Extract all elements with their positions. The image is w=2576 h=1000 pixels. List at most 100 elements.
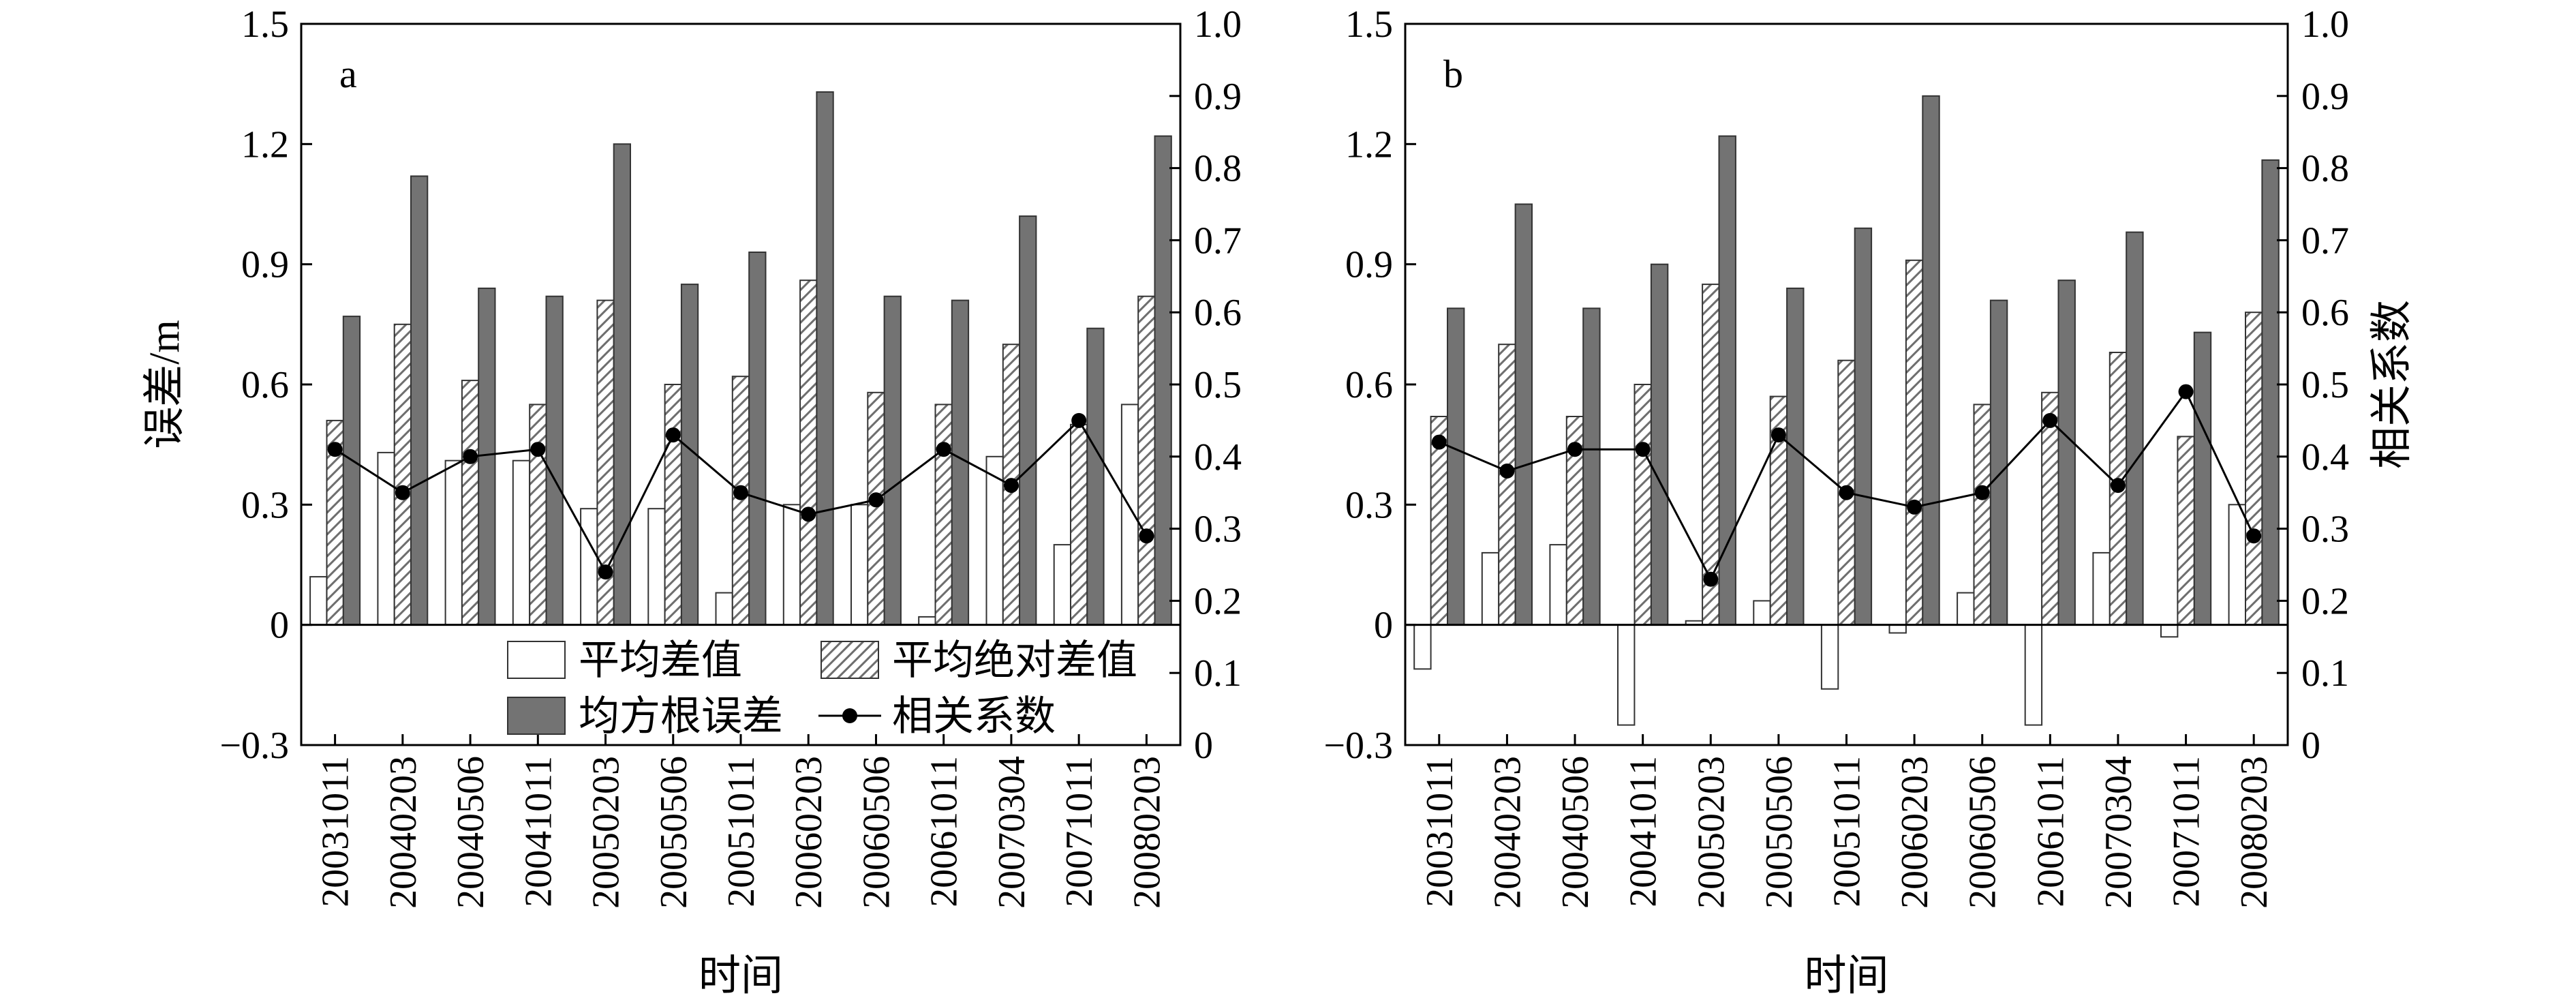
correlation-point (1907, 499, 1922, 515)
correlation-point (327, 442, 343, 457)
y-axis-title: 误差/m (142, 320, 188, 449)
rmse-bar (1650, 263, 1669, 626)
correlation-point (1635, 442, 1651, 457)
y2-tick-label: 1.0 (2301, 3, 2349, 46)
y2-tick-label: 0.5 (2301, 364, 2349, 406)
x-tick-label: 20080203 (2233, 756, 2275, 909)
mean-diff-bar (850, 504, 869, 626)
y-tick-label: 0.9 (241, 244, 289, 286)
rmse-bar (1154, 135, 1172, 626)
x-tick-label: 20031011 (315, 756, 357, 907)
rmse-bar (1786, 287, 1805, 626)
y2-tick-label: 0.3 (1194, 509, 1242, 551)
x-tick-label: 20041011 (1623, 756, 1665, 907)
x-axis-title: 时间 (699, 953, 783, 999)
correlation-point (395, 485, 410, 500)
y-tick-label: 1.2 (1345, 123, 1393, 166)
y-tick-label: −0.3 (219, 725, 289, 767)
x-tick-label: 20071011 (1058, 756, 1101, 907)
correlation-point (1499, 464, 1515, 479)
y2-tick-label: 0.5 (1194, 364, 1242, 406)
y-tick-label: 1.2 (241, 123, 289, 166)
x-tick-label: 20070304 (991, 756, 1033, 909)
correlation-point (2042, 412, 2058, 428)
rmse-bar (613, 143, 632, 626)
rmse-bar (545, 295, 564, 626)
correlation-point (2246, 528, 2262, 544)
chart-panel-b: −0.3 0 0.3 0.6 0.9 1.2 1.5 0 0.1 0.2 0.3 0.4 0.5 0.6 0… (1323, 3, 2415, 999)
chart-panel-a: −0.3 0 0.3 0.6 0.9 1.2 1.5 0 0.1 0.2 0.3 0.4 0.5 0.6 0… (142, 3, 1242, 999)
correlation-point (1567, 442, 1582, 457)
y2-tick-label: 0 (2301, 725, 2320, 767)
mean-diff-bar (1481, 551, 1500, 626)
y2-tick-label: 0.3 (2301, 509, 2349, 551)
correlation-point (1003, 478, 1019, 494)
panel-label: a (339, 52, 357, 96)
x-tick-label: 20070304 (2098, 756, 2140, 909)
mean-abs-diff-bar (2177, 436, 2195, 626)
correlation-point (936, 442, 951, 457)
y-tick-label: 0.6 (241, 364, 289, 406)
mean-diff-bar (1957, 592, 1975, 626)
mean-diff-bar (1549, 544, 1567, 626)
legend-label-mean: 平均差值 (579, 638, 742, 683)
mean-abs-diff-bar (1905, 259, 1924, 626)
y-tick-label: 0.9 (1345, 244, 1393, 286)
rmse-bar (1514, 203, 1533, 626)
x-tick-label: 20051011 (720, 756, 763, 907)
x-tick-label: 20060203 (1894, 756, 1936, 909)
correlation-point (1139, 528, 1154, 544)
mean-abs-diff-bar (799, 279, 818, 626)
rmse-bar (1447, 307, 1465, 626)
legend-swatch-mean (507, 641, 566, 679)
x-tick-label: 20040506 (450, 756, 492, 909)
y-tick-label: −0.3 (1323, 725, 1393, 767)
x-axis-title: 时间 (1804, 953, 1888, 999)
x-tick-label: 20040506 (1554, 756, 1597, 909)
rmse-bar (478, 287, 496, 626)
mean-abs-diff-bar (1634, 384, 1652, 626)
y-tick-label: 0.3 (1345, 484, 1393, 526)
panel-label: b (1443, 52, 1463, 96)
x-tick-label: 20060506 (1962, 756, 2004, 909)
x-tick-label: 20050203 (1690, 756, 1732, 909)
y2-tick-label: 0.2 (2301, 580, 2349, 622)
y2-tick-label: 0.7 (2301, 219, 2349, 262)
correlation-point (801, 506, 816, 522)
y2-tick-label: 0.6 (2301, 292, 2349, 334)
mean-diff-bar (2160, 624, 2179, 638)
x-tick-label: 20051011 (1826, 756, 1869, 907)
legend-swatch-rmse (507, 697, 566, 735)
legend-label-mean-abs: 平均绝对差值 (892, 638, 1137, 683)
correlation-point (463, 449, 478, 464)
mean-abs-diff-bar (393, 323, 412, 626)
legend-swatch-corr-point (842, 708, 857, 723)
mean-abs-diff-bar (461, 380, 480, 626)
x-tick-label: 20040203 (1486, 756, 1529, 909)
y2-tick-label: 0.9 (2301, 76, 2349, 118)
rmse-bar (1019, 215, 1037, 626)
mean-diff-bar (715, 592, 733, 626)
rmse-bar (951, 299, 970, 626)
x-tick-label: 20040203 (382, 756, 425, 909)
mean-abs-diff-bar (2245, 312, 2263, 626)
correlation-point (733, 485, 748, 500)
x-tick-label: 20031011 (1419, 756, 1461, 907)
rmse-bar (1086, 327, 1105, 626)
mean-diff-bar (1888, 624, 1907, 634)
y-tick-label: 0.6 (1345, 364, 1393, 406)
y2-tick-label: 0.7 (1194, 219, 1242, 262)
y2-tick-label: 0.9 (1194, 76, 1242, 118)
rmse-bar (1582, 307, 1601, 626)
rmse-bar (410, 175, 429, 626)
legend-label-corr: 相关系数 (892, 694, 1056, 739)
correlation-point (530, 442, 546, 457)
x-tick-label: 20060203 (788, 756, 830, 909)
mean-abs-diff-bar (731, 376, 750, 626)
y2-tick-label: 0.4 (2301, 436, 2349, 479)
correlation-point (1770, 427, 1786, 443)
y2-tick-label: 0.2 (1194, 580, 1242, 622)
mean-diff-bar (444, 459, 463, 626)
y2-tick-label: 0.4 (1194, 436, 1242, 479)
